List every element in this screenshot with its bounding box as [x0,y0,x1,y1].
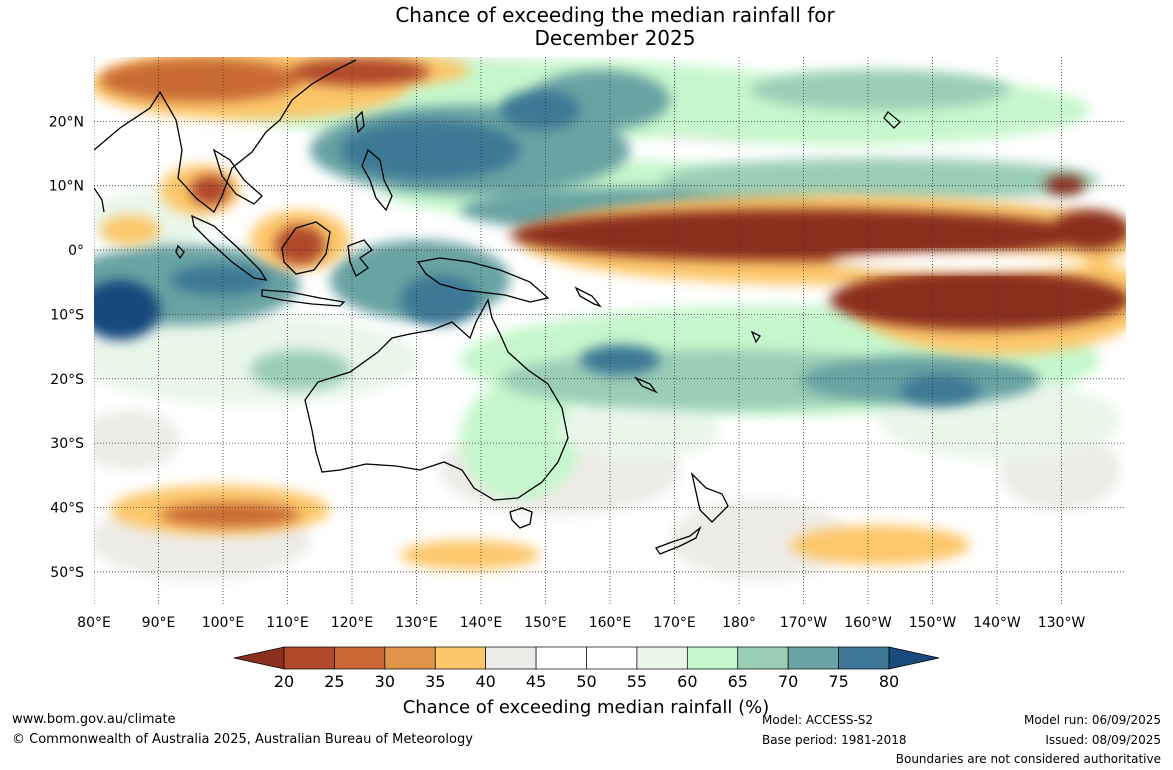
title-line1: Chance of exceeding the median rainfall … [395,3,835,27]
map-area [94,57,1126,604]
tasmania-coastline [509,507,533,529]
india-coastline [94,187,105,213]
colorbar-tick-label: 70 [778,672,798,691]
colorbar-tick-label: 75 [828,672,848,691]
latitude-label: 30°S [50,436,84,452]
longitude-label: 180° [722,615,756,631]
coastlines [94,59,901,555]
new-zealand-north-coastline [690,471,729,523]
latitude-label: 20°S [50,372,84,388]
colorbar-tick-label: 65 [728,672,748,691]
solomon-islands-coastline [574,286,602,308]
colorbar-segment [535,646,587,670]
footer-base-period: Base period: 1981-2018 [762,733,907,747]
longitude-label: 140°W [973,615,1021,631]
title-line2: December 2025 [534,26,696,50]
colorbar-tick-label: 80 [879,672,899,691]
colorbar [233,646,940,670]
longitude-label: 140°E [460,615,503,631]
new-zealand-south-coastline [655,525,702,555]
graticule [94,57,1126,604]
borneo-coastline [281,221,331,275]
indochina-coastline [212,148,263,205]
colorbar-segment [838,646,890,670]
colorbar-segment [283,646,335,670]
colorbar-tick-label: 50 [576,672,596,691]
longitude-label: 120°E [331,615,374,631]
colorbar-tick-label: 45 [526,672,546,691]
longitude-label: 160°E [589,615,632,631]
field-layer-white-band [830,252,1090,272]
longitude-labels: 80°E 90°E 100°E 110°E 120°E 130°E 140°E 150°E 16… [77,615,1085,631]
longitude-label: 90°E [142,615,176,631]
colorbar-segment [686,646,739,670]
footer-disclaimer: Boundaries are not considered authoritat… [895,752,1161,766]
footer-copyright: © Commonwealth of Australia 2025, Austra… [12,732,473,747]
colorbar-tick-label: 60 [677,672,697,691]
longitude-label: 110°E [266,615,309,631]
colorbar-segment [434,646,487,670]
colorbar-segment [787,646,839,670]
colorbar-tick-label: 25 [324,672,344,691]
taiwan-coastline [355,110,365,134]
longitude-label: 170°E [653,615,696,631]
colorbar-tick-label: 55 [627,672,647,691]
latitude-labels: 20°N 10°N 0° 10°S 20°S 30°S 40°S 50°S [49,114,84,580]
fiji-coastline [750,330,761,344]
sumatra-coastline [191,214,268,281]
longitude-label: 170°W [780,615,828,631]
longitude-label: 130°W [1038,615,1086,631]
colorbar-segment [636,646,688,670]
footer-issued: Issued: 08/09/2025 [1045,733,1161,747]
map-title: Chance of exceeding the median rainfall … [0,4,1173,50]
colorbar-tick-label: 40 [475,672,495,691]
new-caledonia-coastline [634,376,658,394]
latitude-label: 50°S [50,565,84,581]
philippines-coastline [361,148,393,212]
colorbar-ticks: 20 25 30 35 40 45 50 55 60 65 70 75 80 [274,672,899,691]
colorbar-segment [586,646,638,670]
latitude-label: 0° [68,243,84,259]
longitude-label: 160°W [844,615,892,631]
colorbar-arrow-high [888,646,940,670]
colorbar-tick-label: 35 [425,672,445,691]
latitude-label: 10°S [50,307,84,323]
sulawesi-coastline [347,239,373,277]
latitude-label: 40°S [50,500,84,516]
colorbar-arrow-low [233,646,285,670]
latitude-label: 20°N [49,114,84,130]
footer-url[interactable]: www.bom.gov.au/climate [12,712,176,727]
longitude-label: 150°W [909,615,957,631]
mainland-asia-coastline [94,59,357,213]
footer-model-run: Model run: 06/09/2025 [1023,713,1161,727]
colorbar-segment [485,646,537,670]
longitude-label: 100°E [202,615,245,631]
colorbar-label: Chance of exceeding median rainfall (%) [403,697,770,718]
field-layer-blue [94,90,980,405]
latitude-label: 10°N [49,179,84,195]
field-layer-red [100,58,1126,527]
footer-model: Model: ACCESS-S2 [762,713,874,727]
colorbar-tick-label: 30 [375,672,395,691]
java-coastline [261,289,346,307]
colorbar-segment [334,646,386,670]
longitude-label: 150°E [524,615,567,631]
longitude-label: 80°E [77,615,111,631]
hawaii-coastline [883,111,901,129]
colorbar-tick-label: 20 [274,672,294,691]
new-guinea-coastline [416,257,550,303]
colorbar-segment [737,646,789,670]
colorbar-segment [384,646,436,670]
australia-coastline [304,298,569,501]
longitude-label: 130°E [395,615,438,631]
